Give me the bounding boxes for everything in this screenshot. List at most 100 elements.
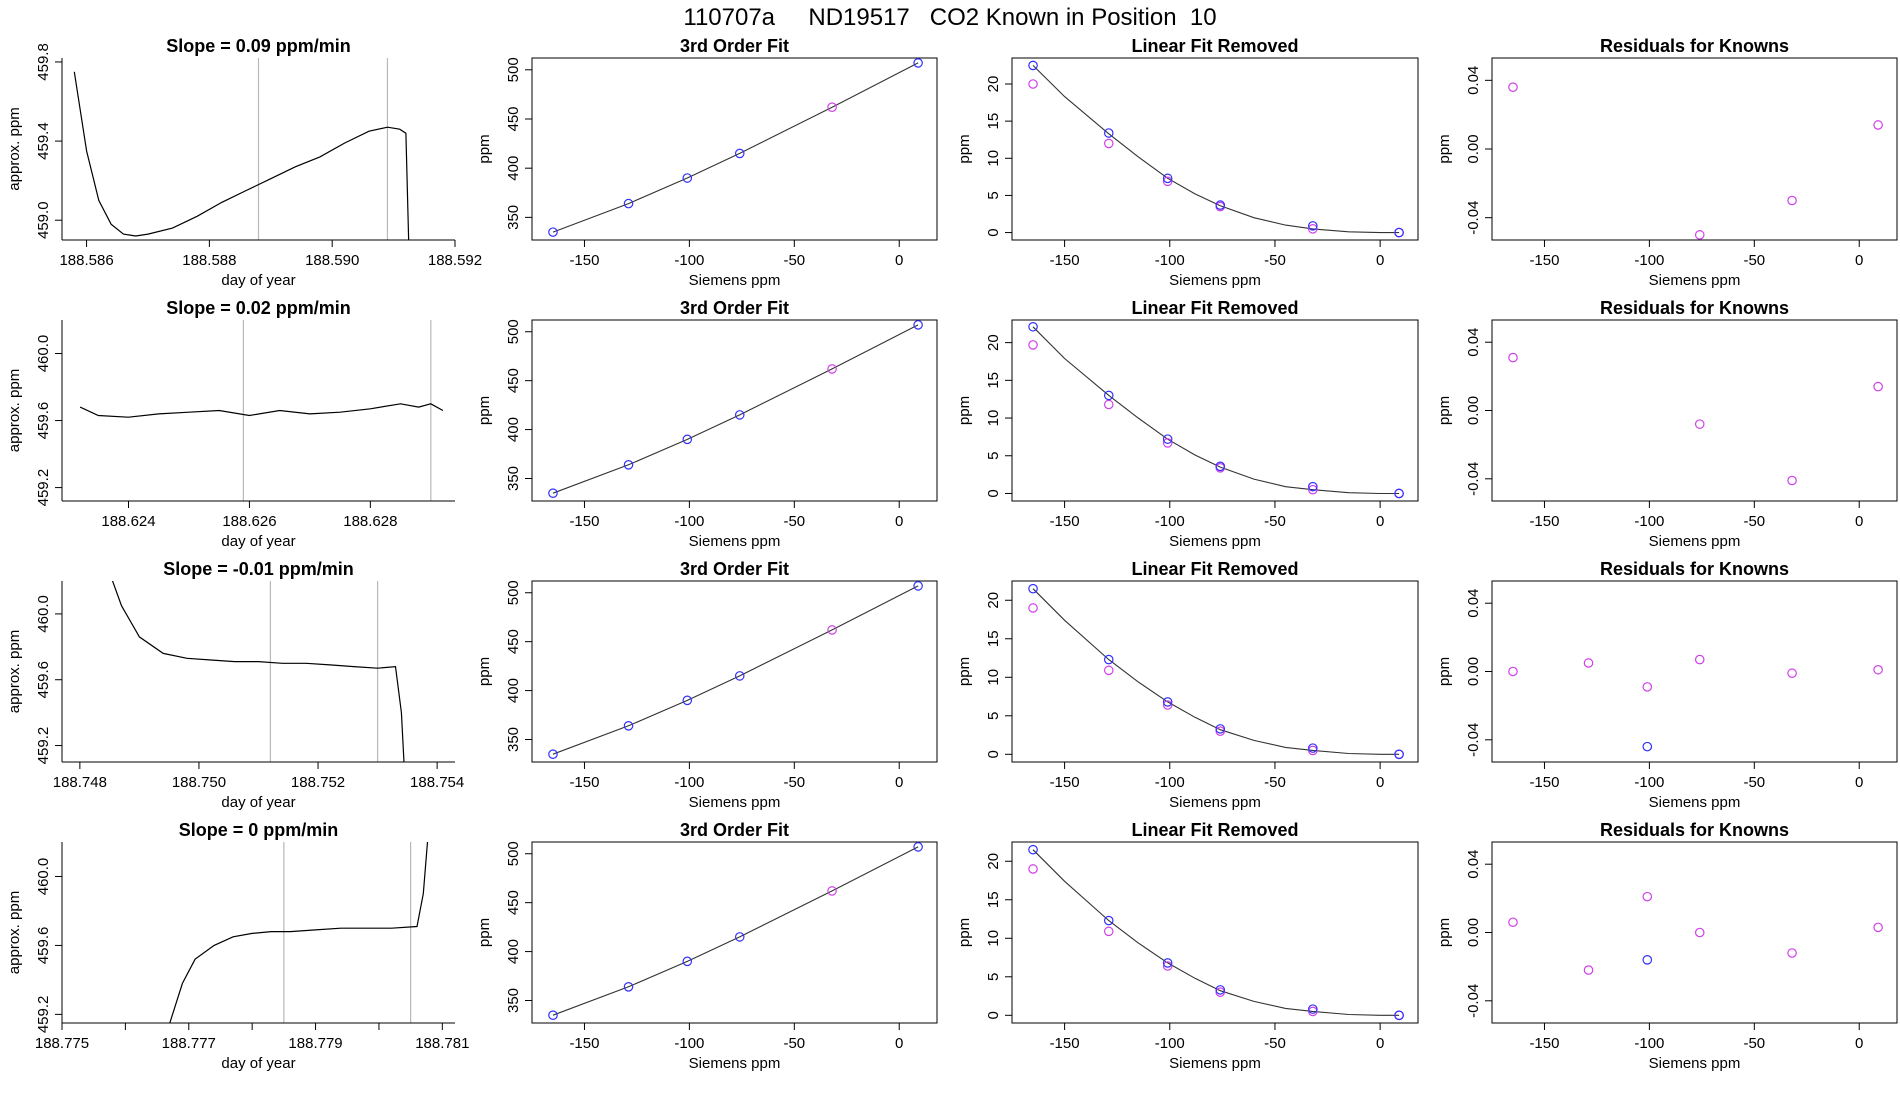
x-tick-label: -100 xyxy=(1155,774,1185,791)
data-point-magenta xyxy=(1028,603,1038,613)
plot-frame xyxy=(1011,580,1419,763)
data-point-magenta xyxy=(1508,917,1518,928)
y-axis-label: approx. ppm xyxy=(6,630,23,713)
page-title: 110707a ND19517 CO2 Known in Position 10 xyxy=(683,4,1217,31)
y-tick-label: 459.6 xyxy=(35,927,52,965)
data-point-blue xyxy=(1215,985,1226,995)
chart-title: Slope = 0 ppm/min xyxy=(179,820,339,840)
data-point-blue xyxy=(1642,741,1653,752)
x-tick-label: -150 xyxy=(569,513,599,530)
x-tick-label: -150 xyxy=(1050,774,1080,791)
y-axis-label: ppm xyxy=(1436,396,1453,425)
chart-title: Linear Fit Removed xyxy=(1131,36,1298,56)
data-point-blue xyxy=(1162,697,1173,707)
x-tick-label: -50 xyxy=(783,252,805,269)
y-tick-label: 400 xyxy=(505,939,522,964)
x-axis-label: Siemens ppm xyxy=(1169,1055,1261,1072)
y-tick-label: 350 xyxy=(505,466,522,491)
data-point-blue xyxy=(1103,128,1114,138)
x-tick-label: -100 xyxy=(1155,513,1185,530)
y-tick-label: 0.04 xyxy=(1465,66,1482,95)
y-tick-label: -0.04 xyxy=(1465,723,1482,757)
y-tick-label: 0.04 xyxy=(1465,328,1482,357)
x-tick-label: 0 xyxy=(895,513,903,530)
y-tick-label: 400 xyxy=(505,417,522,442)
y-tick-label: 15 xyxy=(985,113,1002,130)
y-axis-label: ppm xyxy=(476,918,493,947)
data-point-magenta xyxy=(827,886,837,896)
data-point-magenta xyxy=(1103,665,1114,676)
data-point-blue xyxy=(1394,1010,1404,1021)
x-axis-label: Siemens ppm xyxy=(1649,533,1741,550)
y-tick-label: 5 xyxy=(985,973,1002,981)
y-tick-label: 459.2 xyxy=(35,469,52,507)
y-tick-label: 0 xyxy=(985,489,1002,497)
data-layer xyxy=(1028,844,1404,1021)
data-layer xyxy=(548,581,923,759)
x-tick-label: 0 xyxy=(895,774,903,791)
y-tick-label: 5 xyxy=(985,452,1002,460)
x-tick-label: 0 xyxy=(1376,1035,1384,1052)
data-point-blue xyxy=(682,695,693,706)
data-point-blue xyxy=(1215,200,1226,210)
data-point-magenta xyxy=(1308,224,1318,234)
data-point-blue xyxy=(734,410,745,420)
data-point-magenta xyxy=(1162,438,1173,448)
x-tick-label: -150 xyxy=(1529,774,1559,791)
data-point-magenta xyxy=(827,102,837,112)
x-tick-label: 188.586 xyxy=(59,252,113,269)
data-point-magenta xyxy=(1508,352,1518,363)
series-line xyxy=(79,403,444,418)
data-point-magenta xyxy=(827,364,837,374)
y-tick-label: 0.00 xyxy=(1465,657,1482,686)
plot-frame xyxy=(531,319,938,502)
data-point-magenta xyxy=(1583,965,1594,975)
y-tick-label: 5 xyxy=(985,191,1002,199)
data-point-magenta xyxy=(1308,484,1318,495)
y-tick-label: 450 xyxy=(505,368,522,393)
x-tick-label: 188.781 xyxy=(415,1035,469,1052)
x-tick-label: 188.592 xyxy=(428,252,482,269)
chart-title: Slope = 0.09 ppm/min xyxy=(166,36,351,56)
chart-panel-r2-c3: Linear Fit Removed -150 -100 -50 0 0 5 10 15 20 Si… xyxy=(956,298,1419,550)
x-tick-label: -50 xyxy=(1264,252,1286,269)
y-tick-label: -0.04 xyxy=(1465,984,1482,1018)
y-tick-label: 0.00 xyxy=(1465,396,1482,425)
y-axis-label: ppm xyxy=(956,657,973,686)
chart-panel-r4-c2: 3rd Order Fit -150 -100 -50 0 350 400 450 500 Sie… xyxy=(476,820,938,1072)
data-point-blue xyxy=(1308,481,1318,492)
chart-title: 3rd Order Fit xyxy=(680,298,789,318)
y-tick-label: -0.04 xyxy=(1465,462,1482,496)
data-point-blue xyxy=(1028,844,1038,855)
x-tick-label: 0 xyxy=(1855,252,1863,269)
x-tick-label: 0 xyxy=(1376,513,1384,530)
y-tick-label: 0 xyxy=(985,1011,1002,1019)
data-point-blue xyxy=(548,488,558,498)
x-axis-label: day of year xyxy=(221,1055,295,1072)
plot-frame xyxy=(1491,841,1898,1024)
y-tick-label: 10 xyxy=(985,410,1002,427)
chart-panel-r3-c1: Slope = -0.01 ppm/min 188.748 188.750 188.7… xyxy=(6,559,464,811)
y-tick-label: 500 xyxy=(505,841,522,866)
series-line xyxy=(73,71,410,240)
x-tick-label: 0 xyxy=(1855,774,1863,791)
data-point-blue xyxy=(548,227,558,237)
y-tick-label: 0.00 xyxy=(1465,918,1482,947)
chart-title: 3rd Order Fit xyxy=(680,36,789,56)
y-tick-label: 20 xyxy=(985,76,1002,93)
y-tick-label: 459.6 xyxy=(35,402,52,440)
chart-title: Residuals for Knowns xyxy=(1600,298,1789,318)
data-point-blue xyxy=(734,932,745,942)
x-tick-label: -150 xyxy=(569,252,599,269)
y-tick-label: 460.0 xyxy=(35,858,52,896)
data-point-magenta xyxy=(1873,664,1883,675)
chart-title: Residuals for Knowns xyxy=(1600,36,1789,56)
y-tick-label: 500 xyxy=(505,580,522,605)
y-tick-label: 400 xyxy=(505,678,522,703)
y-axis-label: ppm xyxy=(1436,918,1453,947)
y-axis-label: approx. ppm xyxy=(6,107,23,190)
x-tick-label: 0 xyxy=(895,252,903,269)
data-layer xyxy=(1508,891,1883,975)
x-tick-label: -50 xyxy=(1264,513,1286,530)
chart-title: Linear Fit Removed xyxy=(1131,820,1298,840)
